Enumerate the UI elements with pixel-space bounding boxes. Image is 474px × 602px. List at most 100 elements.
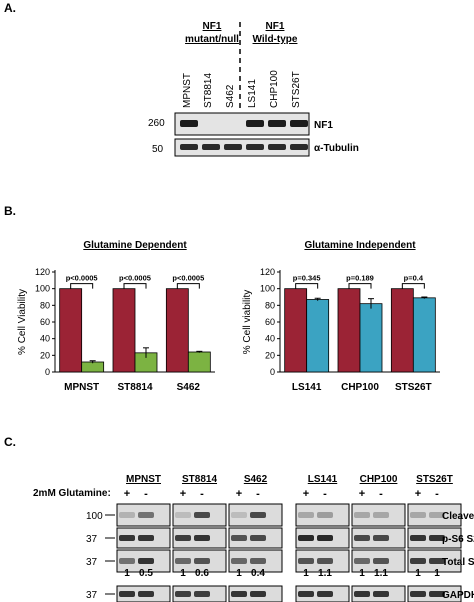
quantification-value: 1	[303, 568, 309, 579]
protein-band	[373, 512, 389, 518]
group-mutant-subtitle: mutant/null	[185, 34, 239, 45]
row-label-tubulin: α-Tubulin	[314, 143, 359, 154]
row-label: GAPDH	[442, 590, 474, 601]
quantification-value: 0.4	[251, 568, 265, 579]
bar-chart-glutamine-dependent: Glutamine Dependent % Cell Viability 0 20 40…	[17, 240, 215, 393]
cell-line-label: CHP100	[360, 474, 398, 485]
glutamine-plus: +	[359, 488, 365, 500]
protein-band	[175, 591, 191, 597]
blot-nf1	[174, 112, 310, 136]
y-tick-label: 60	[40, 317, 50, 327]
category-label: ST8814	[117, 382, 152, 393]
nf1-band	[268, 120, 286, 127]
protein-band	[231, 558, 247, 564]
protein-band	[138, 558, 154, 564]
p-value-label: p<0.0005	[66, 274, 98, 283]
protein-band	[410, 512, 426, 518]
protein-band	[231, 512, 247, 518]
tubulin-band	[224, 144, 242, 150]
quantification-value: 1	[434, 568, 440, 579]
significance-bracket	[176, 283, 200, 289]
protein-band	[175, 535, 191, 541]
y-axis-label: % Cell viability	[242, 290, 253, 354]
panel-c: C. 2mM Glutamine: MPNST+ -ST8814+ -S462+ -L…	[4, 435, 474, 602]
p-value-label: p<0.0005	[172, 274, 204, 283]
category-label: MPNST	[64, 382, 99, 393]
panel-b-label: B.	[4, 204, 16, 218]
protein-band	[194, 558, 210, 564]
glutamine-minus: -	[144, 488, 148, 500]
nf1-band	[290, 120, 308, 127]
bar-chart-glutamine-independent: Glutamine Independent % Cell viability 0 20…	[242, 240, 440, 393]
protein-band	[119, 535, 135, 541]
row-label: Total S6	[442, 557, 474, 568]
y-tick-label: 100	[260, 284, 275, 294]
significance-bracket	[348, 283, 372, 289]
quantification-value: 1.1	[318, 568, 332, 579]
y-tick-label: 20	[40, 350, 50, 360]
bar	[359, 303, 383, 373]
protein-band	[298, 535, 314, 541]
glutamine-minus: -	[200, 488, 204, 500]
tubulin-band	[202, 144, 220, 150]
mw-marker: 100	[86, 511, 103, 522]
lane-label: STS26T	[291, 71, 302, 108]
protein-band	[250, 535, 266, 541]
quantification-value: 0.5	[139, 568, 153, 579]
quantification-value: 1	[415, 568, 421, 579]
panel-b: B. Glutamine Dependent % Cell Viability 0 2…	[4, 204, 440, 393]
protein-band	[250, 591, 266, 597]
protein-band	[250, 512, 266, 518]
y-tick-label: 80	[40, 300, 50, 310]
protein-band	[317, 535, 333, 541]
protein-band	[231, 535, 247, 541]
p-value-label: p=0.189	[346, 274, 374, 283]
protein-band	[354, 558, 370, 564]
mw-marker: 37	[86, 557, 98, 568]
category-label: S462	[177, 382, 201, 393]
row-label: Cleaved PARP	[442, 511, 474, 522]
chart-title: Glutamine Independent	[304, 240, 416, 251]
panel-c-label: C.	[4, 435, 16, 449]
protein-band	[429, 591, 445, 597]
row-label: p-S6 S235/236	[442, 534, 474, 545]
quantification-value: 1	[359, 568, 365, 579]
protein-band	[194, 512, 210, 518]
row-label-nf1: NF1	[314, 120, 333, 131]
mw-marker: 37	[86, 590, 98, 601]
y-tick-label: 80	[265, 300, 275, 310]
protein-band	[354, 591, 370, 597]
glutamine-plus: +	[236, 488, 242, 500]
y-tick-label: 120	[35, 267, 50, 277]
bar	[284, 288, 308, 373]
quantification-value: 1	[236, 568, 242, 579]
protein-band	[373, 591, 389, 597]
quantification-value: 0.6	[195, 568, 209, 579]
y-tick-label: 0	[45, 367, 50, 377]
panel-a: A. NF1 mutant/null NF1 Wild-type MPNST S…	[4, 1, 359, 157]
protein-band	[175, 512, 191, 518]
protein-band	[429, 558, 445, 564]
bar	[337, 288, 361, 373]
protein-band	[298, 591, 314, 597]
protein-band	[354, 535, 370, 541]
glutamine-minus: -	[323, 488, 327, 500]
protein-band	[175, 558, 191, 564]
nf1-band	[180, 120, 198, 127]
tubulin-band	[268, 144, 286, 150]
tubulin-band	[246, 144, 264, 150]
y-axis-label: % Cell Viability	[17, 289, 28, 355]
bar	[165, 288, 189, 373]
protein-band	[138, 591, 154, 597]
panel-a-label: A.	[4, 1, 16, 15]
y-tick-label: 40	[265, 334, 275, 344]
cell-line-label: S462	[244, 474, 268, 485]
protein-band	[119, 558, 135, 564]
bar	[112, 288, 136, 373]
protein-band	[317, 512, 333, 518]
significance-bracket	[123, 283, 147, 289]
cell-line-label: MPNST	[126, 474, 161, 485]
cell-line-label: LS141	[308, 474, 338, 485]
bar	[59, 288, 83, 373]
quantification-value: 1.1	[374, 568, 388, 579]
